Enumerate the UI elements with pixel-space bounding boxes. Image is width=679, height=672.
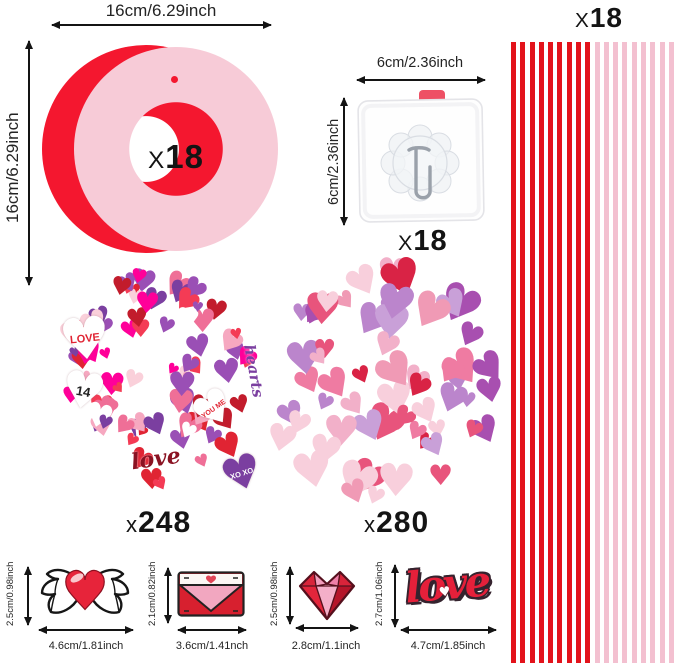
heart-sticker: ♥ [173,301,200,335]
hook-count-prefix: X [398,231,413,255]
winged-heart-height-arrow [27,567,29,625]
love-script-width-label: 4.7cm/1.85inch [410,640,486,652]
rings-width-arrow [52,24,271,26]
paper-strips [511,42,674,663]
pink-paper-strip [631,42,637,663]
heart-sticker: ♥ [450,446,479,483]
red-paper-strip [557,42,563,663]
pink-paper-strip [603,42,609,663]
pile1-count-value: 248 [138,506,192,539]
winged-heart-height-label: 2.5cm/0.98inch [5,561,16,627]
love-script-image: love ♥ [401,556,495,620]
red-paper-strip [585,42,591,663]
envelope-width-arrow [178,629,246,631]
envelope-height-arrow [167,568,169,623]
pink-paper-strip [668,42,674,663]
winged-heart-width-label: 4.6cm/1.81inch [48,640,124,652]
pink-paper-strip [594,42,600,663]
diamond-heart-height-arrow [289,567,291,624]
red-paper-strip [538,42,544,663]
hook-suction-disc [380,124,460,202]
hook-width-label: 6cm/2.36inch [376,55,464,71]
hook-wire [407,146,432,200]
printed-heart-sticker-pile: ♥ ♥ ♥ ♥ ♥ ♥ ♥ ♥ ♥ ♥ ♥ ♥ ♥ ♥ ♥ ♥ ♥ ♥ ♥ ♥ ♥ ♥ ♥ ♥ ♥ ♥ ♥ ♥ ♥ ♥ ♥ ♥ ♥ ♥ ♥ ♥ ♥ ♥ ♥ ♥… [56,261,270,505]
hook-height-label: 6cm/2.36inch [326,118,342,206]
love-script-heart-icon: ♥ [438,584,452,601]
diamond-heart-height-label: 2.5cm/0.98inch [269,561,280,627]
pile2-count-label: x 280 [364,506,429,540]
stripes-count-value: 18 [589,2,623,33]
decal-love-script: love [129,442,183,476]
stripes-count-label: X 18 [575,2,623,34]
envelope-width-label: 3.6cm/1.41nch [175,640,249,652]
envelope-image [177,571,245,617]
rings-count-label: X 18 [148,138,204,176]
winged-heart-image [40,568,130,614]
pile1-count-prefix: x [126,512,138,537]
hook-height-arrow [343,98,345,225]
rings-count-value: 18 [165,138,204,175]
pile2-count-prefix: x [364,512,376,537]
heart-sticker: ♥ [132,284,162,321]
diamond-heart-width-label: 2.8cm/1.1inch [291,640,361,652]
love-script-height-label: 2.7cm/1.06inch [374,561,385,627]
hook-count-value: 18 [413,225,448,257]
love-script-width-arrow [401,629,496,631]
pink-paper-strip [640,42,646,663]
glitter-heart-sticker-pile: ♥ ♥ ♥ ♥ ♥ ♥ ♥ ♥ ♥ ♥ ♥ ♥ ♥ ♥ ♥ ♥ ♥ ♥ ♥ ♥ ♥ ♥ ♥ ♥ ♥ ♥ ♥ ♥ ♥ ♥ ♥ ♥ ♥ ♥ ♥ ♥ ♥ ♥ ♥ ♥… [261,243,518,518]
red-paper-strip [529,42,535,663]
love-script-height-arrow [394,565,396,627]
rings-count-prefix: X [148,147,165,174]
hook-count-label: X 18 [398,225,448,258]
pile1-count-label: x 248 [126,506,191,540]
diamond-heart-width-arrow [296,627,358,629]
rings-height-label: 16cm/6.29inch [3,112,22,224]
red-paper-strip [575,42,581,663]
pink-paper-strip [622,42,628,663]
adhesive-hook-image [357,98,485,223]
heart-sticker: ♥ [191,449,214,475]
hook-width-arrow [357,79,485,81]
red-paper-strip [520,42,526,663]
winged-heart-width-arrow [39,629,133,631]
heart-sticker: ♥ [138,379,156,401]
diamond-heart-image [298,570,356,621]
pink-paper-strip [650,42,656,663]
ring-hanging-hole [171,76,178,83]
pink-paper-strip [613,42,619,663]
heart-sticker: ♥ [228,325,245,345]
heart-sticker: ♥ [312,284,342,321]
decal-14-heart: ♥ 14 [56,358,111,424]
red-paper-strip [548,42,554,663]
pile2-count-value: 280 [376,506,430,539]
rings-height-arrow [28,41,30,285]
rings-width-label: 16cm/6.29inch [105,1,217,20]
red-paper-strip [511,42,516,663]
pink-paper-strip [659,42,665,663]
envelope-height-label: 2.1cm/0.82inch [147,561,158,627]
stripes-count-prefix: X [575,9,589,32]
red-paper-strip [566,42,572,663]
